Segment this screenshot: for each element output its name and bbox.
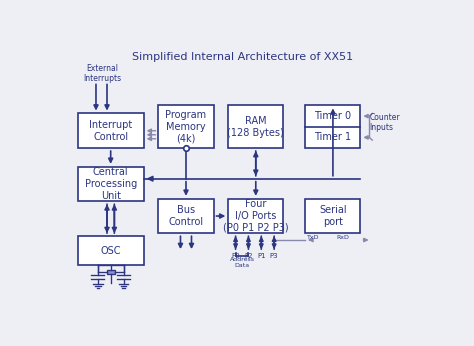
Text: Simplified Internal Architecture of XX51: Simplified Internal Architecture of XX51 [132, 52, 354, 62]
Text: TxD: TxD [307, 235, 319, 240]
Text: Interrupt
Control: Interrupt Control [89, 120, 132, 142]
Text: Serial
port: Serial port [319, 205, 347, 227]
Text: Central
Processing
Unit: Central Processing Unit [84, 167, 137, 201]
Text: Address
Data: Address Data [229, 257, 255, 268]
Bar [305, 106, 360, 148]
Bar [228, 106, 283, 148]
Text: RAM
(128 Bytes): RAM (128 Bytes) [228, 116, 284, 138]
Text: Timer 1: Timer 1 [314, 133, 352, 143]
Bar [78, 167, 144, 201]
Bar [107, 270, 115, 274]
Text: P3: P3 [270, 253, 278, 259]
Text: Counter
Inputs: Counter Inputs [370, 113, 400, 133]
Text: Bus
Control: Bus Control [168, 205, 203, 227]
Text: Timer 0: Timer 0 [314, 111, 352, 121]
Bar [78, 236, 144, 265]
Text: P2: P2 [244, 253, 253, 259]
Text: OSC: OSC [100, 246, 121, 256]
Text: Program
Memory
(4k): Program Memory (4k) [165, 110, 207, 143]
Bar [78, 113, 144, 148]
Bar [305, 199, 360, 233]
Text: P0: P0 [231, 253, 240, 259]
Text: External
Interrupts: External Interrupts [83, 64, 121, 83]
Bar [158, 106, 213, 148]
Text: RxD: RxD [337, 235, 349, 240]
Bar [158, 199, 213, 233]
Text: P1: P1 [257, 253, 265, 259]
Bar [228, 199, 283, 233]
Text: Four
I/O Ports
(P0 P1 P2 P3): Four I/O Ports (P0 P1 P2 P3) [223, 199, 289, 233]
